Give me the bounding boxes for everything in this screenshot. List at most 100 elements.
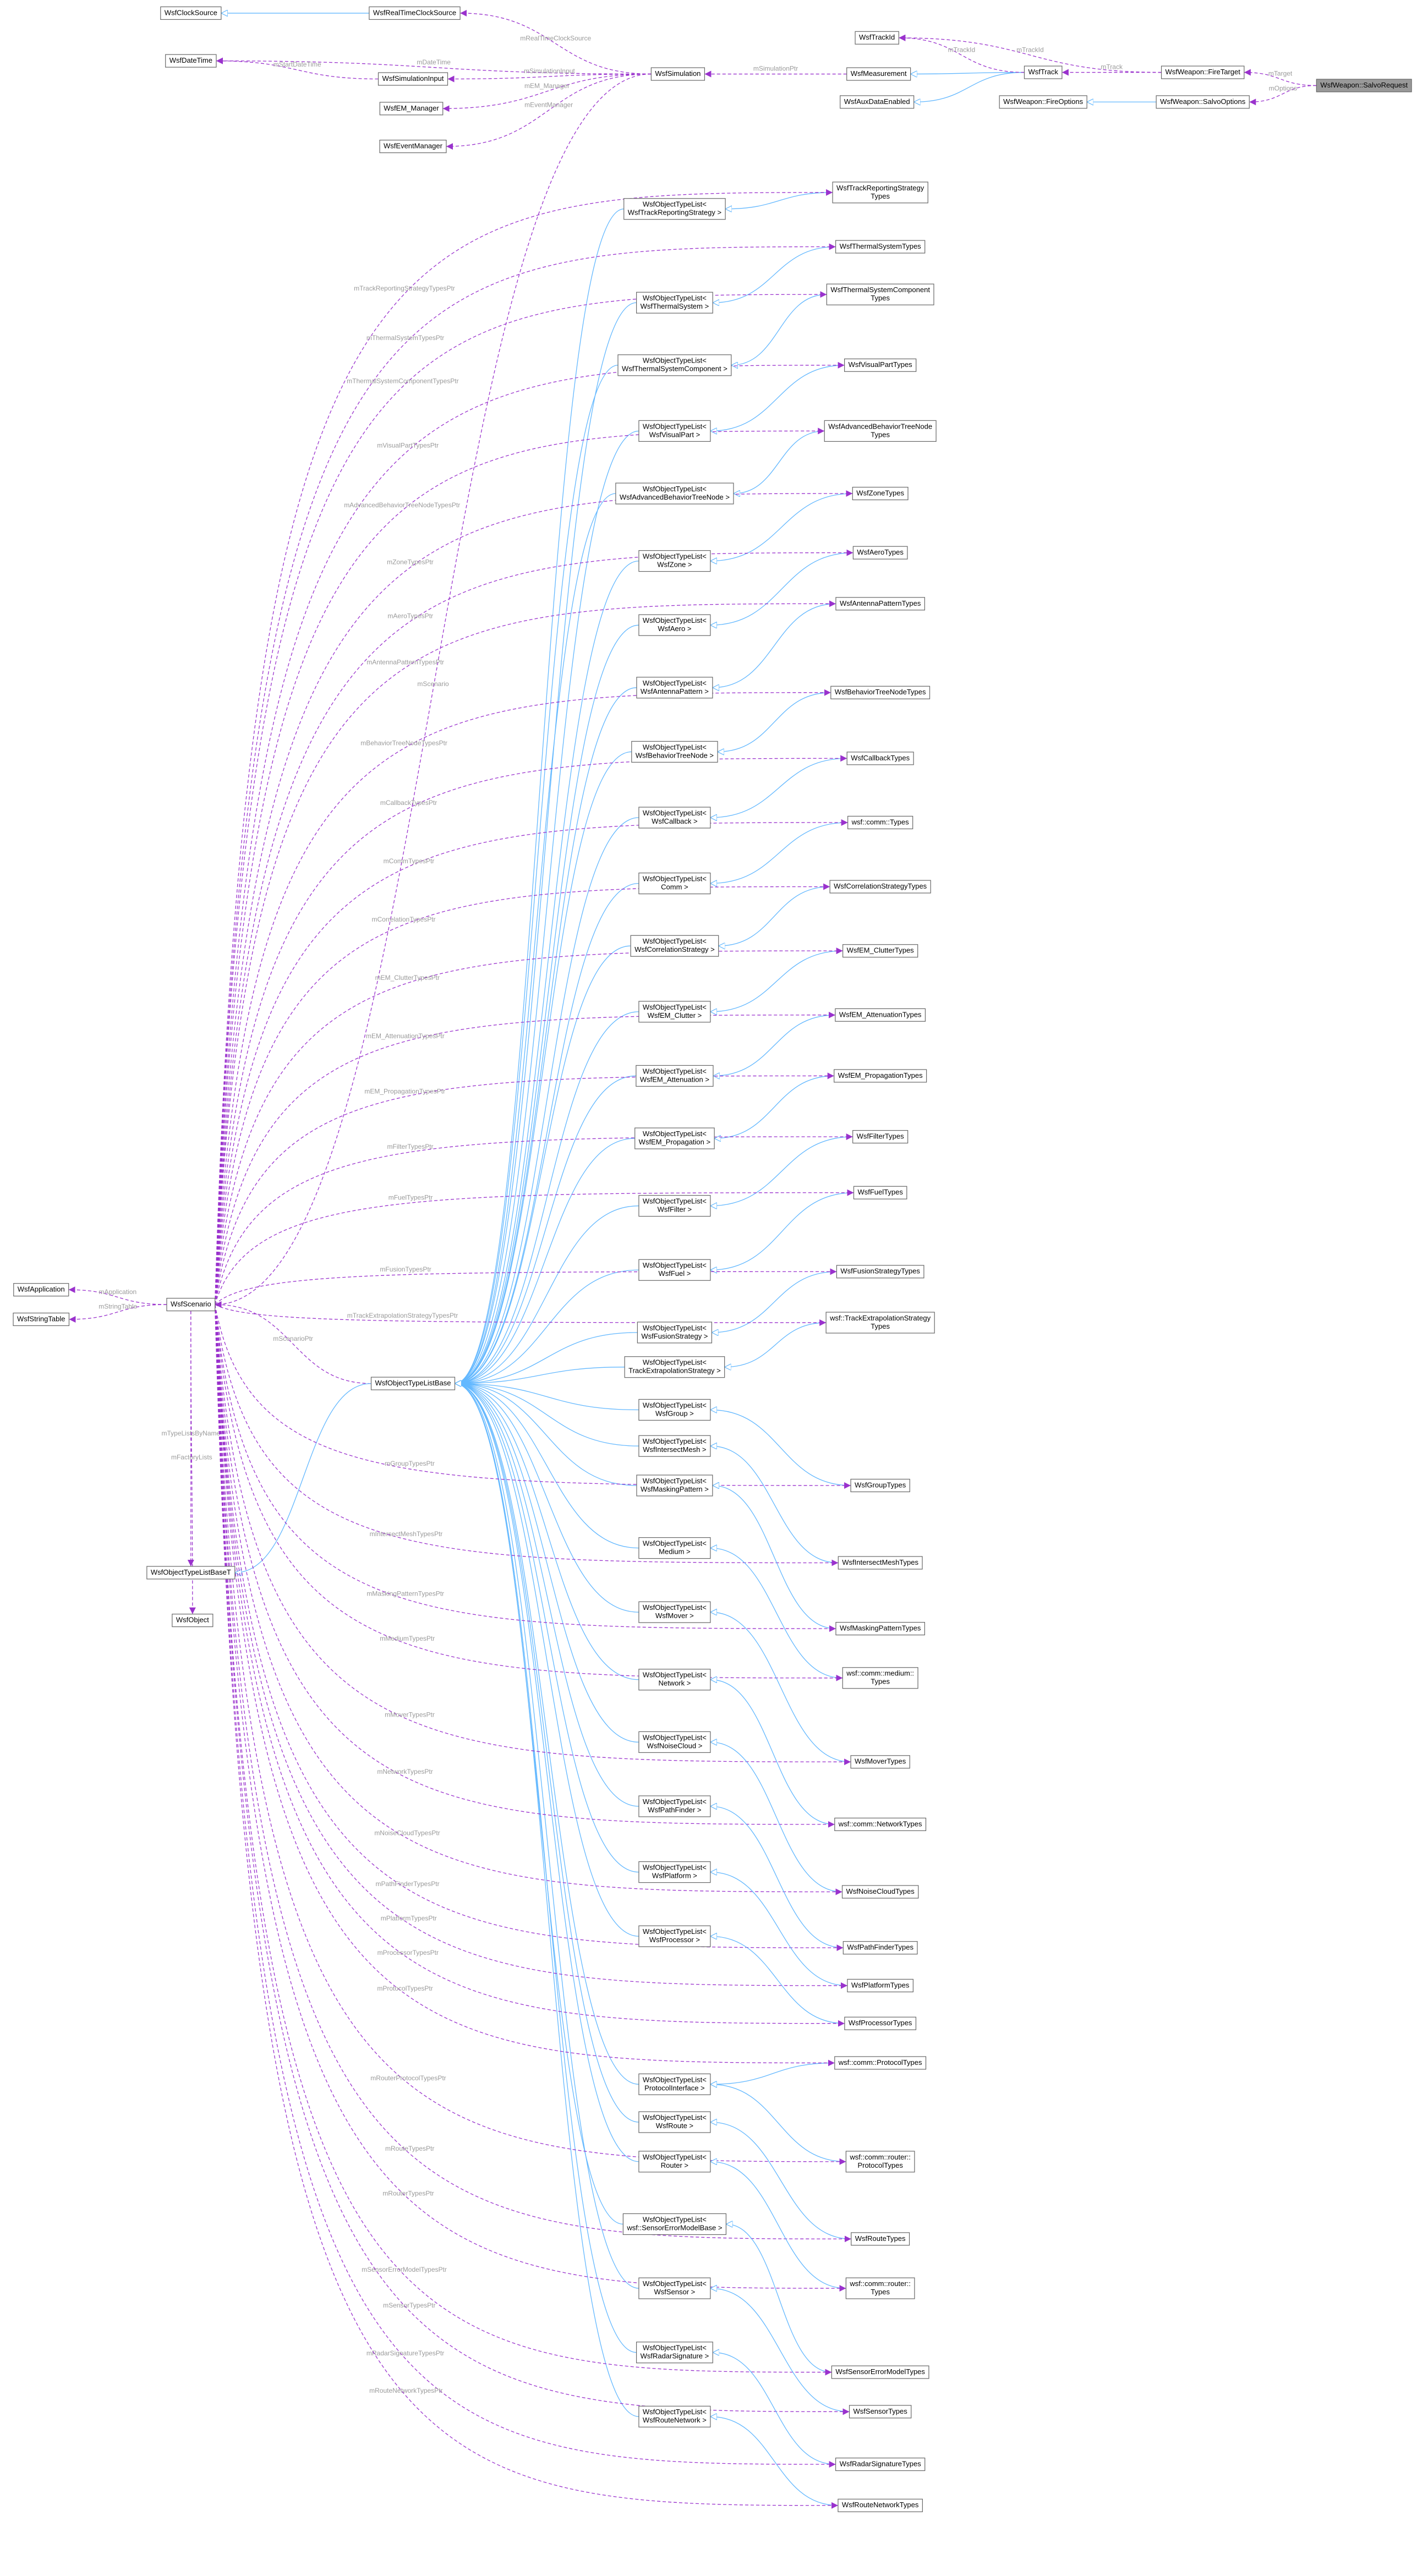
node-label: WsfObjectTypeList< [643, 1261, 707, 1269]
node-label: WsfNoiseCloud > [647, 1741, 703, 1750]
usage-edge [215, 1305, 847, 1989]
node-label: WsfVisualPart > [649, 430, 701, 439]
node-box [369, 6, 461, 20]
inheritance-edge [455, 209, 624, 1384]
class-node: wsf::TrackExtrapolationStrategyTypes [825, 1312, 935, 1334]
inheritance-edge [710, 365, 845, 431]
inheritance-edge [710, 822, 848, 884]
node-box [631, 741, 718, 763]
node-label: WsfMover > [655, 1612, 694, 1620]
inheritance-edge [455, 1205, 639, 1384]
edge-label: mEM_Manager [524, 82, 570, 90]
class-node: WsfObjectTypeList<WsfPlatform > [638, 1861, 711, 1883]
node-box [638, 2405, 711, 2427]
node-label: WsfObjectTypeList< [643, 485, 707, 493]
edge-label: mCallbackTypesPtr [380, 799, 437, 807]
node-box [1024, 65, 1063, 79]
edge-label: mFilterTypesPtr [387, 1143, 434, 1150]
class-node: WsfObjectTypeList<WsfAdvancedBehaviorTre… [615, 483, 734, 505]
node-box [638, 2151, 711, 2173]
node-label: WsfWeapon::FireTarget [1166, 68, 1241, 76]
node-box [834, 1817, 927, 1832]
node-label: WsfMoverTypes [855, 1757, 906, 1766]
node-label: WsfObjectTypeList< [643, 2408, 707, 2416]
node-box [624, 1356, 725, 1378]
class-node: WsfSensorTypes [849, 2405, 912, 2419]
node-label: WsfPathFinder > [648, 1806, 701, 1814]
node-label: WsfObjectTypeList< [643, 1603, 707, 1612]
edge-label: mEM_AttenuationTypesPtr [366, 1032, 445, 1040]
inheritance-edge [455, 1384, 639, 1411]
node-box [638, 1795, 711, 1817]
node-box [172, 1614, 214, 1627]
inheritance-edge [455, 1384, 639, 1549]
inheritance-edge [718, 692, 831, 752]
node-label: WsfSensorErrorModelTypes [835, 2367, 925, 2376]
class-node: WsfRadarSignatureTypes [835, 2457, 926, 2471]
edge-label: mFusionTypesPtr [380, 1265, 431, 1273]
node-label: WsfSensorTypes [854, 2407, 908, 2415]
class-node: WsfEM_ClutterTypes [842, 944, 918, 958]
usage-edge [215, 1305, 851, 2243]
class-node: wsf::comm::router::ProtocolTypes [845, 2151, 915, 2173]
edge-label: mFuelTypesPtr [389, 1193, 433, 1201]
node-label: WsfIntersectMeshTypes [842, 1558, 918, 1566]
node-box [638, 1399, 711, 1421]
inheritance-edge [455, 945, 631, 1383]
edge-label: mEM_PropagationTypesPtr [364, 1088, 445, 1095]
node-label: Types [871, 1678, 890, 1686]
node-box [638, 1731, 711, 1753]
inheritance-edge [455, 493, 616, 1384]
edge-label: mSensorErrorModelTypesPtr [362, 2266, 447, 2273]
node-label: WsfRouteTypes [855, 2234, 906, 2243]
node-box [829, 880, 931, 894]
node-label: WsfScenario [171, 1300, 211, 1308]
node-box [638, 1001, 711, 1023]
node-box [844, 358, 917, 372]
node-box [831, 2365, 929, 2379]
node-label: WsfFuel > [658, 1269, 691, 1278]
class-node: WsfFuelTypes [853, 1186, 907, 1199]
node-label: WsfObjectTypeList< [643, 1927, 707, 1936]
class-node: WsfObjectTypeList<WsfEM_Clutter > [638, 1001, 711, 1023]
usage-edge [215, 1305, 845, 2027]
class-node: WsfStringTable [13, 1312, 70, 1327]
node-box [615, 483, 734, 505]
inheritance-edge [455, 560, 639, 1384]
node-box [638, 1435, 711, 1457]
inheritance-edge [455, 1384, 639, 1446]
inheritance-edge [713, 1486, 836, 1629]
class-node: WsfNoiseCloudTypes [841, 1885, 919, 1899]
usage-edge [215, 1189, 854, 1305]
node-label: WsfObjectTypeList< [643, 2215, 707, 2223]
node-label: ProtocolTypes [857, 2161, 903, 2169]
inheritance-edge [710, 950, 843, 1012]
node-label: WsfObjectTypeList< [643, 357, 707, 365]
class-node: WsfCorrelationStrategyTypes [829, 880, 931, 894]
class-node: WsfThermalSystemTypes [835, 240, 926, 254]
node-box [13, 1283, 69, 1297]
inheritance-edge [455, 430, 639, 1383]
node-box [841, 1885, 919, 1899]
node-box [1316, 79, 1412, 92]
edge-label: mRouteNetworkTypesPtr [369, 2387, 442, 2394]
class-node: WsfObjectTypeList<WsfSensor > [638, 2277, 711, 2299]
edge-label: mVisualPartTypesPtr [377, 442, 439, 450]
node-box [636, 1065, 714, 1087]
node-label: WsfApplication [18, 1285, 65, 1294]
inheritance-edge [455, 1011, 639, 1384]
inheritance-edge [710, 2084, 846, 2162]
edge-label: mStringTable [99, 1303, 137, 1311]
class-node: WsfObjectTypeList<WsfThermalSystem > [636, 292, 713, 314]
usage-edge [68, 1286, 167, 1305]
inheritance-edge [710, 1936, 845, 2024]
node-box [630, 935, 719, 957]
node-label: WsfEM_AttenuationTypes [839, 1010, 922, 1018]
usage-edge [215, 1301, 371, 1384]
class-node: WsfObjectTypeList<ProtocolInterface > [638, 2073, 711, 2095]
inheritance-edge [455, 1384, 639, 2162]
class-node: WsfWeapon::SalvoOptions [1156, 95, 1250, 109]
edge-label: mCorrelationTypesPtr [372, 916, 436, 923]
node-box [824, 420, 937, 442]
